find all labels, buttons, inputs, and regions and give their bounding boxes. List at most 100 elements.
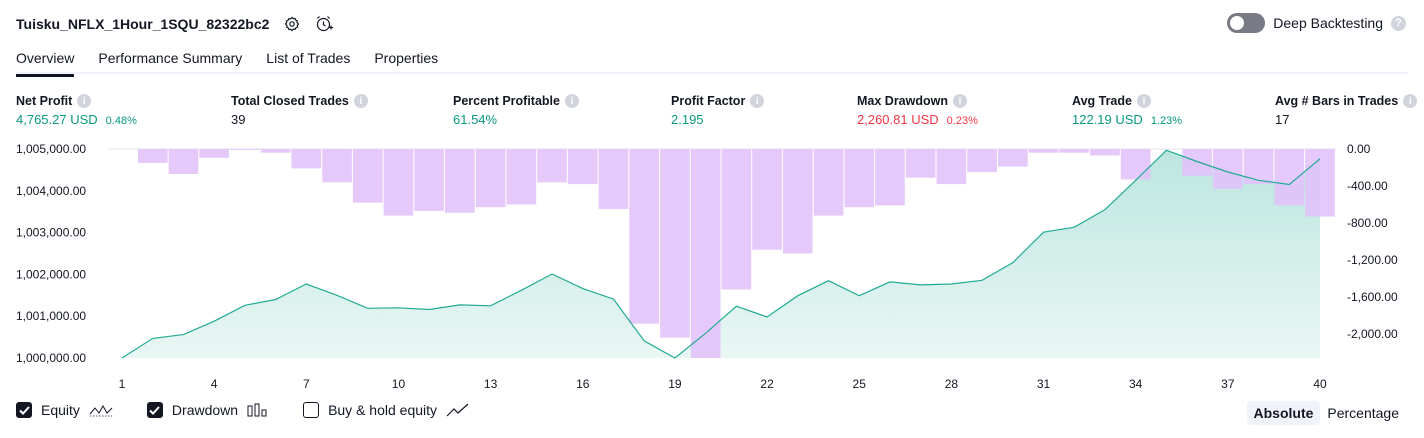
- drawdown-bar: [322, 149, 352, 183]
- left-axis-tick-label: 1,001,000.00: [16, 309, 86, 323]
- drawdown-bar: [137, 149, 168, 163]
- metric-percent-profitable: Percent Profitable i 61.54%: [453, 94, 579, 127]
- legend-buy-hold-label: Buy & hold equity: [328, 402, 438, 418]
- x-axis-tick-label: 37: [1221, 377, 1235, 391]
- drawdown-bar: [414, 149, 444, 211]
- legend-buy-hold[interactable]: Buy & hold equity: [303, 402, 470, 418]
- metric-percent: 1.23%: [1150, 115, 1183, 127]
- info-icon[interactable]: i: [77, 94, 92, 108]
- buy-hold-checkbox[interactable]: [303, 402, 320, 418]
- x-axis-tick-label: 4: [211, 377, 218, 391]
- tab-overview[interactable]: Overview: [16, 44, 75, 77]
- metric-value: 4,765.27 USD: [16, 112, 98, 127]
- absolute-button[interactable]: Absolute: [1246, 401, 1321, 425]
- settings-gear-icon[interactable]: [283, 15, 301, 33]
- metric-label: Percent Profitable: [453, 94, 560, 108]
- drawdown-bar: [690, 149, 721, 358]
- drawdown-bar: [1305, 149, 1335, 217]
- info-icon[interactable]: i: [564, 94, 579, 108]
- info-icon[interactable]: i: [750, 94, 765, 108]
- drawdown-bar: [567, 149, 598, 185]
- right-axis-tick-label: -1,600.00: [1347, 290, 1398, 304]
- drawdown-bar: [936, 149, 967, 185]
- metric-percent: 0.48%: [105, 115, 137, 127]
- equity-area: [122, 150, 1320, 358]
- drawdown-bar: [660, 149, 690, 338]
- drawdown-bar: [475, 149, 506, 208]
- right-axis-tick-label: -2,000.00: [1347, 327, 1398, 341]
- drawdown-bar: [1028, 149, 1059, 153]
- tab-list-of-trades[interactable]: List of Trades: [266, 50, 351, 66]
- drawdown-bar: [813, 149, 844, 216]
- x-axis-tick-label: 16: [576, 377, 590, 391]
- left-axis-tick-label: 1,000,000.00: [16, 351, 86, 365]
- buy-hold-line-icon: [446, 403, 469, 417]
- metric-label: Avg # Bars in Trades: [1275, 94, 1399, 108]
- drawdown-checkbox[interactable]: [146, 402, 163, 418]
- x-axis-tick-label: 13: [484, 377, 498, 391]
- metric-value: 61.54%: [453, 112, 498, 127]
- drawdown-bar: [782, 149, 813, 254]
- deep-backtesting-label: Deep Backtesting: [1273, 15, 1383, 31]
- equity-line: [121, 149, 1321, 359]
- metric-total-closed-trades: Total Closed Trades i 39: [231, 94, 368, 127]
- drawdown-bar: [967, 149, 997, 173]
- x-axis-tick-label: 7: [303, 377, 310, 391]
- x-axis-tick-label: 1: [119, 377, 126, 391]
- value-mode-switch: Absolute Percentage: [1246, 401, 1407, 425]
- drawdown-bar: [1182, 149, 1212, 176]
- drawdown-bar: [844, 149, 875, 208]
- drawdown-bar: [352, 149, 383, 203]
- equity-drawdown-chart[interactable]: 1,005,000.00 1,004,000.00 1,003,000.00 1,00…: [0, 138, 1424, 400]
- right-axis-tick-label: -400.00: [1347, 179, 1388, 193]
- drawdown-bar: [998, 149, 1028, 167]
- x-axis-tick-label: 31: [1037, 377, 1051, 391]
- info-icon[interactable]: i: [1136, 94, 1151, 108]
- x-axis-tick-label: 25: [853, 377, 867, 391]
- drawdown-bar: [1059, 149, 1090, 153]
- metric-avg-trade: Avg Trade i 122.19 USD 1.23%: [1072, 94, 1182, 127]
- drawdown-bar: [506, 149, 537, 205]
- drawdown-bar: [598, 149, 629, 210]
- x-axis-tick-label: 22: [760, 377, 774, 391]
- legend-drawdown[interactable]: Drawdown: [146, 402, 269, 418]
- drawdown-bar: [168, 149, 199, 174]
- strategy-title: Tuisku_NFLX_1Hour_1SQU_82322bc2: [16, 16, 270, 32]
- metric-percent: 0.23%: [946, 115, 978, 127]
- metric-value: 2,260.81 USD: [857, 112, 939, 127]
- x-axis-tick-label: 40: [1313, 377, 1327, 391]
- info-icon[interactable]: i: [353, 94, 368, 108]
- x-axis-tick-label: 34: [1129, 377, 1143, 391]
- left-axis-tick-label: 1,003,000.00: [16, 226, 86, 240]
- metric-label: Avg Trade: [1072, 94, 1132, 108]
- drawdown-bar: [291, 149, 322, 169]
- equity-line-icon: [89, 404, 113, 417]
- tab-properties[interactable]: Properties: [374, 50, 439, 66]
- x-axis-tick-label: 28: [945, 377, 959, 391]
- drawdown-bars-icon: [247, 403, 267, 417]
- percentage-button[interactable]: Percentage: [1327, 405, 1399, 421]
- info-icon[interactable]: i: [1403, 94, 1418, 108]
- drawdown-bar: [905, 149, 936, 178]
- right-axis-tick-label: 0.00: [1347, 142, 1371, 156]
- add-alert-clock-icon[interactable]: [315, 15, 334, 33]
- right-axis-tick-label: -1,200.00: [1347, 253, 1398, 267]
- drawdown-bar: [1120, 149, 1151, 180]
- legend-equity[interactable]: Equity: [16, 402, 113, 418]
- tab-divider: [16, 72, 1408, 74]
- drawdown-bar: [1274, 149, 1305, 206]
- metric-profit-factor: Profit Factor i 2.195: [671, 94, 765, 127]
- x-axis-tick-label: 10: [392, 377, 406, 391]
- help-icon[interactable]: ?: [1391, 15, 1406, 31]
- metric-value: 122.19 USD: [1072, 112, 1143, 127]
- drawdown-bar: [445, 149, 475, 213]
- equity-checkbox[interactable]: [16, 402, 32, 418]
- drawdown-bar: [629, 149, 659, 324]
- metric-value: 39: [231, 112, 246, 127]
- tab-performance-summary[interactable]: Performance Summary: [98, 50, 243, 66]
- deep-backtesting-toggle[interactable]: [1227, 13, 1266, 33]
- left-axis-tick-label: 1,005,000.00: [16, 142, 86, 156]
- info-icon[interactable]: i: [953, 94, 967, 108]
- drawdown-bar: [1243, 149, 1274, 185]
- metric-value: 17: [1275, 112, 1290, 127]
